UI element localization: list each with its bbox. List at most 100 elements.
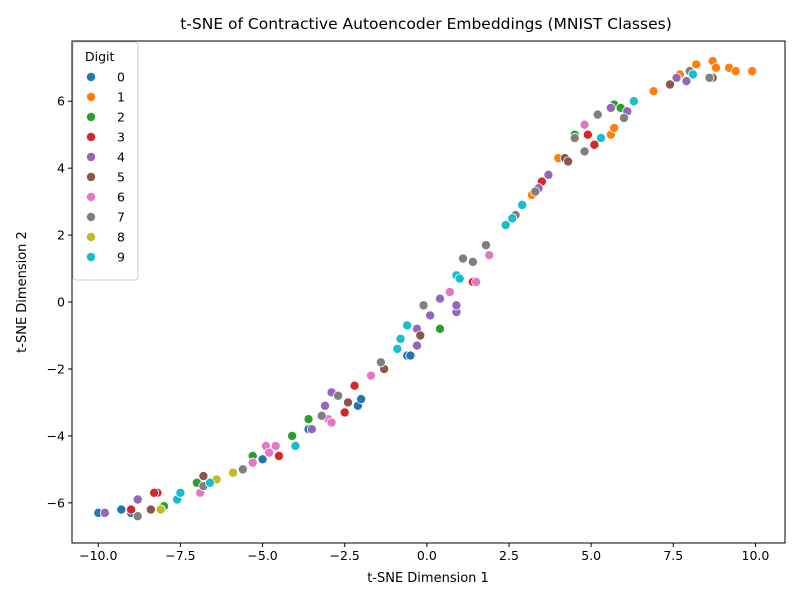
x-tick-label: 7.5 <box>663 548 683 563</box>
data-point-digit-9 <box>507 213 518 224</box>
data-point-digit-4 <box>306 424 317 435</box>
data-point-digit-4 <box>99 507 110 518</box>
legend-marker-7 <box>86 211 97 222</box>
data-point-digit-0 <box>116 504 127 515</box>
data-point-digit-4 <box>681 76 692 87</box>
data-point-digit-9 <box>500 220 511 231</box>
points-layer <box>93 56 758 522</box>
legend-marker-1 <box>86 92 97 103</box>
data-point-digit-1 <box>691 59 702 70</box>
x-tick-label: −2.5 <box>330 548 360 563</box>
x-axis: −10.0 −7.5 −5.0 −2.5 0.0 2.5 5.0 7.5 10.0 <box>79 543 769 563</box>
legend-marker-5 <box>86 171 97 182</box>
data-point-digit-8 <box>227 467 238 478</box>
legend-marker-4 <box>86 151 97 162</box>
x-tick-label: −7.5 <box>165 548 195 563</box>
data-point-digit-7 <box>530 186 541 197</box>
x-tick-label: 10.0 <box>742 548 770 563</box>
data-point-digit-4 <box>605 102 616 113</box>
data-point-digit-3 <box>582 129 593 140</box>
data-point-digit-9 <box>392 343 403 354</box>
legend: Digit 0 1 2 3 4 5 6 7 8 9 <box>72 41 139 281</box>
data-point-digit-4 <box>425 310 436 321</box>
x-axis-label: t-SNE Dimension 1 <box>367 571 489 586</box>
chart-title: t-SNE of Contractive Autoencoder Embeddi… <box>180 15 672 33</box>
data-point-digit-7 <box>467 256 478 267</box>
data-point-digit-0 <box>356 394 367 405</box>
legend-label-9: 9 <box>117 250 125 265</box>
x-tick-label: −5.0 <box>247 548 277 563</box>
data-point-digit-9 <box>204 477 215 488</box>
data-point-digit-9 <box>395 333 406 344</box>
data-point-digit-6 <box>326 417 337 428</box>
data-point-digit-1 <box>609 123 620 134</box>
data-point-digit-6 <box>579 119 590 130</box>
data-point-digit-3 <box>149 487 160 498</box>
plot-frame <box>71 40 786 544</box>
data-point-digit-3 <box>273 450 284 461</box>
data-point-digit-7 <box>457 253 468 264</box>
data-point-digit-1 <box>648 86 659 97</box>
legend-marker-9 <box>86 251 97 262</box>
data-point-digit-7 <box>333 390 344 401</box>
y-tick-label: 6 <box>57 94 65 109</box>
data-point-digit-7 <box>375 357 386 368</box>
data-point-digit-9 <box>688 69 699 80</box>
data-point-digit-4 <box>411 340 422 351</box>
data-point-digit-3 <box>589 139 600 150</box>
data-point-digit-9 <box>175 487 186 498</box>
data-point-digit-9 <box>402 320 413 331</box>
data-point-digit-7 <box>316 410 327 421</box>
data-point-digit-6 <box>264 447 275 458</box>
x-tick-label: 2.5 <box>499 548 519 563</box>
data-point-digit-7 <box>237 464 248 475</box>
legend-label-7: 7 <box>117 210 125 225</box>
data-point-digit-5 <box>342 397 353 408</box>
legend-label-5: 5 <box>117 170 125 185</box>
y-tick-label: −6 <box>47 495 65 510</box>
data-point-digit-6 <box>471 276 482 287</box>
data-point-digit-1 <box>730 66 741 77</box>
legend-label-4: 4 <box>117 150 125 165</box>
data-point-digit-8 <box>155 504 166 515</box>
legend-title: Digit <box>85 49 115 64</box>
legend-label-8: 8 <box>117 230 125 245</box>
data-point-digit-4 <box>671 72 682 83</box>
y-tick-label: −2 <box>47 361 65 376</box>
legend-marker-3 <box>86 131 97 142</box>
data-point-digit-7 <box>418 300 429 311</box>
y-tick-label: 0 <box>57 295 65 310</box>
data-point-digit-6 <box>444 286 455 297</box>
legend-marker-2 <box>86 112 97 123</box>
data-point-digit-5 <box>563 156 574 167</box>
data-point-digit-3 <box>339 407 350 418</box>
data-point-digit-5 <box>665 79 676 90</box>
data-point-digit-4 <box>434 293 445 304</box>
data-point-digit-3 <box>126 504 137 515</box>
data-point-digit-7 <box>132 511 143 522</box>
data-point-digit-3 <box>349 380 360 391</box>
data-point-digit-4 <box>543 169 554 180</box>
data-point-digit-7 <box>704 72 715 83</box>
data-point-digit-4 <box>319 400 330 411</box>
y-tick-label: 2 <box>57 228 65 243</box>
y-axis: −6 −4 −2 0 2 4 6 <box>47 94 72 510</box>
legend-marker-0 <box>86 72 97 83</box>
x-tick-label: 0.0 <box>417 548 437 563</box>
legend-marker-8 <box>86 231 97 242</box>
data-point-digit-2 <box>303 414 314 425</box>
y-tick-label: −4 <box>47 428 65 443</box>
data-point-digit-9 <box>596 133 607 144</box>
y-axis-label: t-SNE Dimension 2 <box>15 231 30 353</box>
data-point-digit-9 <box>517 199 528 210</box>
data-point-digit-6 <box>270 440 281 451</box>
x-tick-label: 5.0 <box>581 548 601 563</box>
legend-label-0: 0 <box>117 70 125 85</box>
legend-label-6: 6 <box>117 190 125 205</box>
data-point-digit-7 <box>592 109 603 120</box>
data-point-digit-5 <box>145 504 156 515</box>
data-point-digit-1 <box>747 66 758 77</box>
data-point-digit-9 <box>454 273 465 284</box>
data-point-digit-2 <box>287 430 298 441</box>
